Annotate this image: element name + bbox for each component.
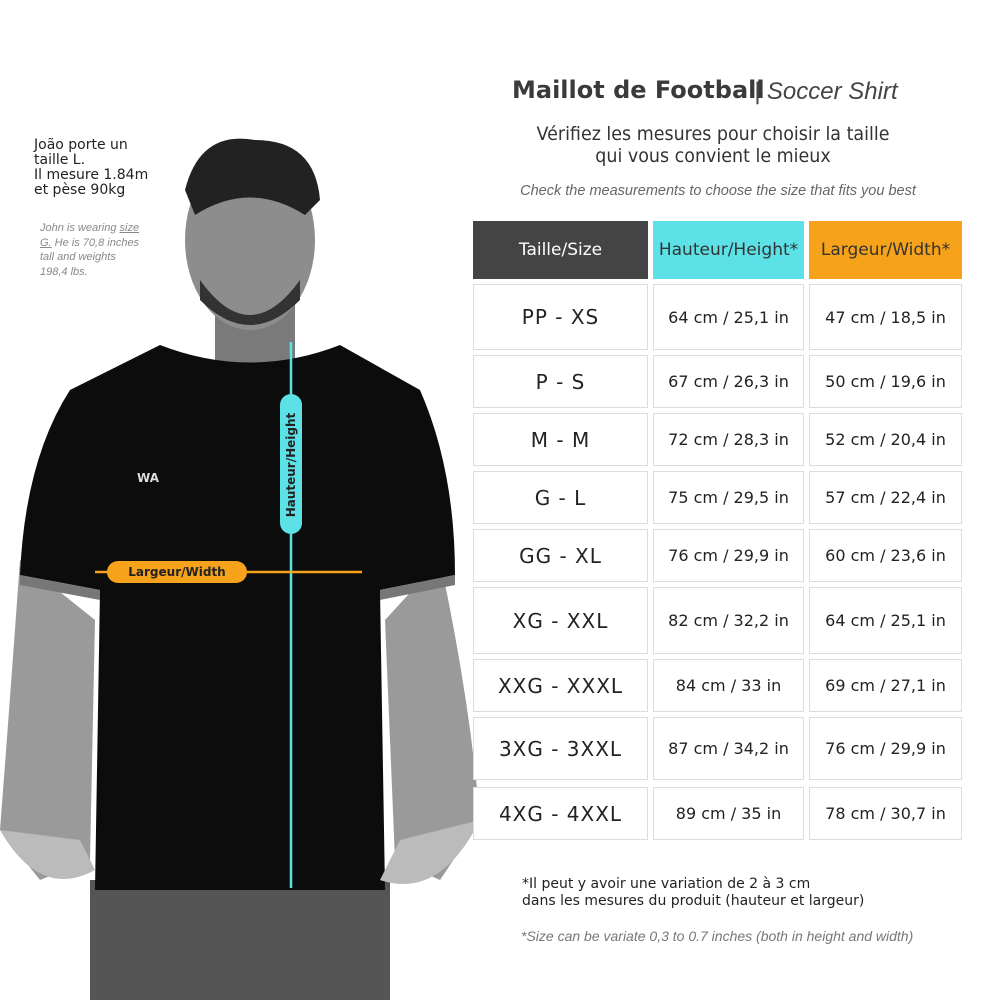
size-cell: P - S — [473, 355, 648, 408]
shirt-logo: WA — [137, 471, 159, 485]
size-cell: XXG - XXXL — [473, 659, 648, 712]
width-label: Largeur/Width — [128, 565, 226, 579]
width-cell: 76 cm / 29,9 in — [809, 717, 962, 780]
column-header: Taille/Size — [473, 221, 648, 279]
width-cell: 47 cm / 18,5 in — [809, 284, 962, 350]
height-cell: 72 cm / 28,3 in — [653, 413, 804, 466]
column-header: Largeur/Width* — [809, 221, 962, 279]
note-line: João porte un — [34, 137, 128, 153]
height-cell: 82 cm / 32,2 in — [653, 587, 804, 654]
size-cell: PP - XS — [473, 284, 648, 350]
height-cell: 75 cm / 29,5 in — [653, 471, 804, 524]
width-cell: 52 cm / 20,4 in — [809, 413, 962, 466]
note-line: Il mesure 1.84m — [34, 167, 149, 183]
height-cell: 76 cm / 29,9 in — [653, 529, 804, 582]
note-line: et pèse 90kg — [34, 182, 126, 198]
height-cell: 84 cm / 33 in — [653, 659, 804, 712]
verify-text: Vérifiez les mesures pour choisir la tai… — [499, 123, 928, 167]
size-cell: M - M — [473, 413, 648, 466]
page-subtitle: | Soccer Shirt — [754, 78, 898, 105]
size-cell: 3XG - 3XXL — [473, 717, 648, 780]
check-text: Check the measurements to choose the siz… — [520, 183, 916, 199]
width-cell: 69 cm / 27,1 in — [809, 659, 962, 712]
size-cell: XG - XXL — [473, 587, 648, 654]
footnote-line: dans les mesures du produit (hauteur et … — [522, 893, 865, 909]
note-text: He is 70,8 inches tall and weights 198,4… — [40, 236, 140, 278]
verify-line: qui vous convient le mieux — [595, 145, 831, 167]
model-note-fr: João porte un taille L. Il mesure 1.84m … — [34, 138, 184, 198]
size-cell: GG - XL — [473, 529, 648, 582]
width-cell: 50 cm / 19,6 in — [809, 355, 962, 408]
note-size: size G. — [40, 222, 140, 249]
note-text: John is wearing — [40, 222, 120, 234]
model-photo — [0, 138, 480, 1000]
column-header: Hauteur/Height* — [653, 221, 804, 279]
footnote-line: *Il peut y avoir une variation de 2 à 3 … — [522, 876, 811, 892]
footnote-en: *Size can be variate 0,3 to 0.7 inches (… — [521, 928, 914, 944]
page-title: Maillot de Football — [512, 76, 765, 104]
height-cell: 89 cm / 35 in — [653, 787, 804, 840]
height-cell: 67 cm / 26,3 in — [653, 355, 804, 408]
width-cell: 64 cm / 25,1 in — [809, 587, 962, 654]
height-label: Hauteur/Height — [284, 412, 298, 518]
width-cell: 78 cm / 30,7 in — [809, 787, 962, 840]
height-cell: 87 cm / 34,2 in — [653, 717, 804, 780]
note-line: taille L. — [34, 152, 86, 168]
model-note-en: John is wearing size G. He is 70,8 inche… — [40, 221, 140, 279]
verify-line: Vérifiez les mesures pour choisir la tai… — [536, 123, 890, 145]
size-cell: G - L — [473, 471, 648, 524]
footnote-fr: *Il peut y avoir une variation de 2 à 3 … — [522, 876, 864, 910]
size-cell: 4XG - 4XXL — [473, 787, 648, 840]
width-cell: 60 cm / 23,6 in — [809, 529, 962, 582]
width-cell: 57 cm / 22,4 in — [809, 471, 962, 524]
height-cell: 64 cm / 25,1 in — [653, 284, 804, 350]
